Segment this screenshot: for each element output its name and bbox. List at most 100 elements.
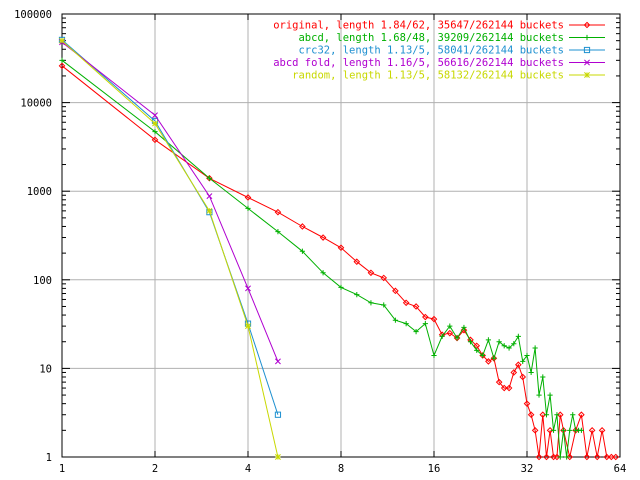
series-4 (59, 39, 281, 365)
y-tick-label: 1000 (27, 186, 52, 198)
legend-item: abcd, length 1.68/48, 39209/262144 bucke… (298, 32, 605, 44)
data-point (206, 207, 213, 214)
series-line (61, 59, 582, 458)
data-point (320, 270, 326, 276)
tick-marks (61, 13, 621, 458)
legend: original, length 1.84/62, 35647/262144 b… (273, 20, 605, 82)
data-point (515, 333, 521, 339)
data-point (413, 329, 419, 335)
series-line (61, 39, 279, 415)
x-tick-label: 4 (245, 463, 251, 475)
data-point (274, 411, 282, 418)
data-point (299, 223, 306, 230)
data-point (554, 412, 560, 418)
data-point (402, 299, 410, 307)
data-point (274, 454, 281, 460)
legend-label: abcd fold, length 1.16/5, 56616/262144 b… (273, 57, 564, 69)
data-point (578, 427, 585, 433)
data-point (275, 228, 281, 235)
data-point (511, 341, 517, 347)
data-point (583, 453, 591, 461)
data-point (584, 59, 590, 66)
y-tick-label: 10 (39, 363, 52, 375)
data-point (531, 427, 539, 434)
data-point (584, 34, 590, 41)
data-point (485, 337, 492, 343)
series-line (61, 65, 616, 458)
data-point (454, 335, 460, 341)
data-point (422, 313, 429, 321)
x-tick-label: 1 (59, 463, 65, 475)
data-point (245, 205, 251, 211)
data-point (540, 374, 546, 380)
x-tick-label: 32 (521, 463, 534, 475)
data-point (380, 274, 388, 282)
data-point (560, 427, 567, 433)
data-point (570, 412, 576, 418)
data-point (245, 285, 251, 292)
series-5 (59, 37, 281, 460)
data-point (422, 321, 428, 327)
series-3 (58, 36, 282, 418)
data-point (608, 453, 615, 461)
data-point (59, 57, 65, 63)
data-point (151, 136, 159, 144)
data-point (430, 315, 438, 323)
legend-label: crc32, length 1.13/5, 58041/262144 bucke… (298, 45, 564, 57)
data-point (353, 258, 361, 266)
data-point (490, 354, 498, 362)
grid (62, 14, 620, 457)
data-point (496, 339, 502, 345)
data-point (556, 411, 564, 419)
data-point (588, 427, 596, 434)
data-point (474, 347, 480, 353)
data-point (527, 411, 535, 419)
data-point (381, 302, 387, 308)
data-point (535, 453, 543, 461)
data-point (431, 352, 437, 359)
legend-label: abcd, length 1.68/48, 39209/262144 bucke… (298, 32, 564, 44)
data-point (543, 453, 550, 461)
data-point (337, 244, 345, 252)
y-tick-label: 1 (46, 452, 52, 464)
data-point (152, 120, 158, 127)
data-point (59, 37, 65, 44)
data-point (520, 358, 526, 364)
x-tick-label: 8 (338, 463, 344, 475)
data-point (338, 284, 344, 291)
data-point (480, 352, 486, 359)
series-line (61, 41, 279, 362)
data-point (299, 248, 306, 254)
data-point (584, 72, 590, 78)
data-point (519, 373, 527, 381)
y-tick-label: 100 (33, 275, 52, 287)
series-line (61, 40, 279, 458)
data-point (392, 317, 399, 323)
data-point (244, 194, 252, 201)
data-point (245, 323, 251, 330)
data-point (491, 355, 497, 361)
data-point (532, 345, 538, 351)
data-point (523, 400, 531, 407)
data-point (439, 333, 445, 339)
data-point (557, 454, 563, 460)
data-point (593, 453, 601, 461)
y-tick-labels: 1 10 100 1000 10000 100000 (14, 9, 52, 464)
data-point (567, 427, 573, 433)
data-point (536, 392, 542, 398)
data-point (274, 358, 281, 365)
data-point (392, 287, 399, 295)
data-point (412, 303, 420, 310)
data-point (547, 392, 553, 398)
data-point (583, 46, 591, 54)
data-point (553, 453, 561, 461)
data-point (528, 369, 534, 376)
data-point (583, 21, 591, 29)
legend-label: original, length 1.84/62, 35647/262144 b… (273, 20, 564, 32)
data-point (612, 453, 620, 461)
y-tick-label: 100000 (14, 9, 52, 21)
data-point (506, 345, 512, 351)
data-point (368, 300, 374, 306)
data-point (485, 358, 492, 365)
